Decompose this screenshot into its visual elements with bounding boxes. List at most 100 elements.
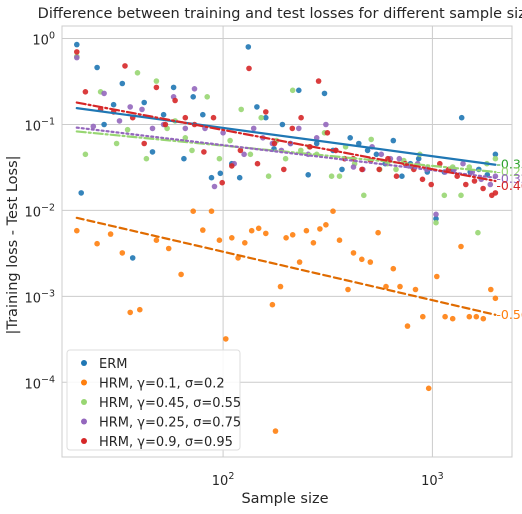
data-point <box>364 147 371 154</box>
data-point <box>390 265 397 272</box>
data-point <box>480 185 486 192</box>
data-point <box>339 166 345 173</box>
data-point <box>271 140 278 147</box>
data-point <box>242 240 248 246</box>
data-point <box>397 283 403 290</box>
data-point <box>182 114 189 121</box>
data-point <box>149 125 156 132</box>
data-point <box>129 255 136 261</box>
data-point <box>172 97 178 104</box>
data-point <box>433 211 439 218</box>
data-point <box>137 306 143 313</box>
data-point <box>227 137 233 144</box>
data-point <box>433 219 439 226</box>
data-point <box>265 173 272 179</box>
y-tick-label: 10−1 <box>24 116 55 134</box>
data-point <box>441 192 448 199</box>
data-point <box>119 250 126 256</box>
legend-marker <box>81 418 87 425</box>
y-tick-label-exponent: −2 <box>41 202 55 213</box>
data-point <box>190 208 196 214</box>
data-point <box>323 222 329 228</box>
data-point <box>250 125 257 132</box>
data-point <box>415 155 422 162</box>
data-point <box>229 235 235 241</box>
data-point <box>442 313 448 320</box>
data-point <box>428 181 435 188</box>
data-point <box>247 151 254 158</box>
x-tick-label-base: 10 <box>212 474 229 489</box>
data-point <box>181 155 187 162</box>
data-point <box>94 240 100 247</box>
data-point <box>201 149 207 155</box>
data-point <box>82 151 89 158</box>
data-point <box>492 190 499 196</box>
data-point <box>238 106 244 113</box>
data-point <box>296 125 302 132</box>
data-point <box>296 259 303 265</box>
data-point <box>289 125 296 132</box>
data-point <box>141 140 147 147</box>
data-point <box>217 170 224 177</box>
data-point <box>305 172 312 178</box>
data-point <box>269 301 276 308</box>
data-point <box>315 78 322 84</box>
data-point <box>246 65 252 72</box>
data-point <box>420 313 426 320</box>
data-point <box>245 44 252 50</box>
data-point <box>350 164 357 170</box>
y-tick-label: 100 <box>32 31 55 49</box>
data-point <box>279 121 286 128</box>
data-point <box>303 227 310 234</box>
data-point <box>189 147 195 154</box>
data-point <box>74 227 80 234</box>
data-point <box>263 230 269 237</box>
y-tick-label-exponent: 0 <box>49 31 55 42</box>
data-point <box>283 235 289 241</box>
data-point <box>492 295 499 302</box>
data-point <box>460 160 466 167</box>
fit-line <box>75 216 497 316</box>
data-point <box>113 140 120 147</box>
data-point <box>241 151 247 158</box>
legend-box <box>66 349 241 451</box>
slope-label: -0.32 <box>496 171 522 186</box>
data-point <box>313 135 320 141</box>
data-point <box>101 90 107 97</box>
legend-marker <box>81 438 87 444</box>
y-tick-label-base: 10 <box>24 205 41 220</box>
data-point <box>149 149 156 155</box>
fit-lines <box>75 101 497 316</box>
data-point <box>336 237 343 243</box>
data-point <box>298 114 304 121</box>
data-point <box>458 114 465 121</box>
data-point <box>330 208 336 214</box>
data-point <box>373 151 380 158</box>
data-point <box>473 313 480 320</box>
data-point <box>107 231 114 237</box>
x-tick-label-exponent: 3 <box>438 471 444 482</box>
data-point <box>204 94 210 100</box>
legend-entry: HRM, γ=0.1, σ=0.2 <box>99 377 225 392</box>
data-point <box>298 147 304 154</box>
data-point <box>263 109 269 115</box>
data-point <box>258 114 265 121</box>
data-point <box>487 181 494 188</box>
data-point <box>281 166 287 173</box>
data-point <box>289 232 296 238</box>
fit-line <box>75 107 497 166</box>
data-point <box>376 166 383 173</box>
data-point <box>463 181 469 188</box>
data-point <box>141 99 147 106</box>
y-tick-label-exponent: −4 <box>41 374 55 385</box>
data-point <box>458 243 464 250</box>
data-point <box>492 155 499 162</box>
data-point <box>466 313 473 320</box>
data-point <box>134 70 141 76</box>
data-point <box>393 166 399 173</box>
data-point <box>289 87 296 94</box>
data-point <box>347 135 354 141</box>
data-point <box>449 315 456 322</box>
data-point <box>182 125 189 132</box>
